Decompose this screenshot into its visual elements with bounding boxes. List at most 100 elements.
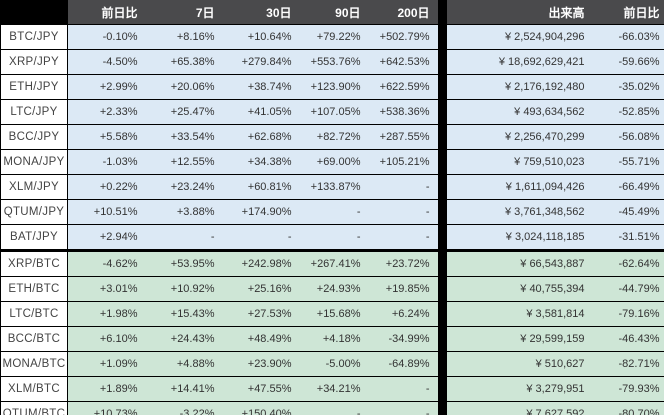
cell-volume-change: -59.66% bbox=[590, 49, 664, 75]
corner-cell bbox=[0, 0, 68, 25]
cell-volume-change: -66.49% bbox=[590, 174, 664, 200]
separator-bar bbox=[437, 401, 447, 415]
cell-change-7d: +14.41% bbox=[145, 376, 223, 402]
cell-change-7d: - bbox=[145, 224, 223, 251]
cell-change-90d: +69.00% bbox=[299, 149, 369, 175]
cell-change-30d: +174.90% bbox=[222, 199, 300, 225]
cell-volume: ¥ 40,755,394 bbox=[446, 276, 591, 302]
table-row: ETH/JPY +2.99% +20.06% +38.74% +123.90% … bbox=[0, 74, 664, 100]
separator-bar bbox=[437, 99, 447, 125]
cell-change-7d: +3.88% bbox=[145, 199, 223, 225]
cell-volume: ¥ 759,510,023 bbox=[446, 149, 591, 175]
cell-change-90d: +82.72% bbox=[299, 124, 369, 150]
cell-change-200d: - bbox=[368, 174, 438, 200]
separator-bar bbox=[437, 149, 447, 175]
cell-volume: ¥ 493,634,562 bbox=[446, 99, 591, 125]
cell-change-200d: +105.21% bbox=[368, 149, 438, 175]
cell-change-1d: -4.62% bbox=[67, 249, 146, 277]
cell-change-30d: +47.55% bbox=[222, 376, 300, 402]
cell-change-90d: +24.93% bbox=[299, 276, 369, 302]
table-row: BAT/JPY +2.94% - - - - ¥ 3,024,118,185 -… bbox=[0, 224, 664, 251]
cell-volume-change: -79.93% bbox=[590, 376, 664, 402]
separator-bar bbox=[437, 351, 447, 377]
cell-change-1d: -4.50% bbox=[67, 49, 146, 75]
cell-volume: ¥ 7,627,592 bbox=[446, 401, 591, 415]
cell-change-1d: +5.58% bbox=[67, 124, 146, 150]
cell-change-7d: +23.24% bbox=[145, 174, 223, 200]
pair-label: QTUM/JPY bbox=[0, 199, 68, 225]
cell-change-30d: +25.16% bbox=[222, 276, 300, 302]
cell-change-30d: +10.64% bbox=[222, 24, 300, 50]
table-row: LTC/JPY +2.33% +25.47% +41.05% +107.05% … bbox=[0, 99, 664, 125]
cell-change-90d: +553.76% bbox=[299, 49, 369, 75]
cell-change-30d: +34.38% bbox=[222, 149, 300, 175]
table-row: QTUM/BTC +10.73% -3.22% +150.40% - - ¥ 7… bbox=[0, 401, 664, 415]
cell-change-1d: +2.99% bbox=[67, 74, 146, 100]
cell-volume: ¥ 3,279,951 bbox=[446, 376, 591, 402]
table-row: MONA/JPY -1.03% +12.55% +34.38% +69.00% … bbox=[0, 149, 664, 175]
cell-change-90d: +133.87% bbox=[299, 174, 369, 200]
cell-change-200d: +538.36% bbox=[368, 99, 438, 125]
cell-change-1d: +0.22% bbox=[67, 174, 146, 200]
cell-change-7d: +24.43% bbox=[145, 326, 223, 352]
cell-change-200d: +622.59% bbox=[368, 74, 438, 100]
pair-label: LTC/JPY bbox=[0, 99, 68, 125]
cell-change-200d: -34.99% bbox=[368, 326, 438, 352]
cell-change-200d: +6.24% bbox=[368, 301, 438, 327]
cell-change-30d: +242.98% bbox=[222, 249, 300, 277]
pair-label: QTUM/BTC bbox=[0, 401, 68, 415]
cell-change-90d: +123.90% bbox=[299, 74, 369, 100]
cell-volume-change: -52.85% bbox=[590, 99, 664, 125]
cell-volume: ¥ 3,761,348,562 bbox=[446, 199, 591, 225]
cell-change-90d: +34.21% bbox=[299, 376, 369, 402]
table-row: BTC/JPY -0.10% +8.16% +10.64% +79.22% +5… bbox=[0, 24, 664, 50]
cell-change-30d: +48.49% bbox=[222, 326, 300, 352]
pair-label: BCC/JPY bbox=[0, 124, 68, 150]
cell-volume-change: -62.64% bbox=[590, 249, 664, 277]
table-row: ETH/BTC +3.01% +10.92% +25.16% +24.93% +… bbox=[0, 276, 664, 302]
cell-change-200d: - bbox=[368, 401, 438, 415]
cell-volume: ¥ 3,024,118,185 bbox=[446, 224, 591, 251]
separator-bar bbox=[437, 74, 447, 100]
cell-change-30d: +23.90% bbox=[222, 351, 300, 377]
separator-bar bbox=[437, 249, 447, 277]
cell-change-90d: +15.68% bbox=[299, 301, 369, 327]
cell-change-7d: +20.06% bbox=[145, 74, 223, 100]
cell-change-7d: +25.47% bbox=[145, 99, 223, 125]
table-row: XLM/JPY +0.22% +23.24% +60.81% +133.87% … bbox=[0, 174, 664, 200]
column-header-change-1d: 前日比 bbox=[67, 0, 146, 25]
cell-change-7d: +10.92% bbox=[145, 276, 223, 302]
cell-change-30d: - bbox=[222, 224, 300, 251]
cell-change-7d: +12.55% bbox=[145, 149, 223, 175]
column-header-30d: 30日 bbox=[222, 0, 300, 25]
table-body: BTC/JPY -0.10% +8.16% +10.64% +79.22% +5… bbox=[0, 24, 664, 415]
table-row: XRP/JPY -4.50% +65.38% +279.84% +553.76%… bbox=[0, 49, 664, 75]
table-row: BCC/JPY +5.58% +33.54% +62.68% +82.72% +… bbox=[0, 124, 664, 150]
cell-change-90d: -5.00% bbox=[299, 351, 369, 377]
cell-change-7d: +33.54% bbox=[145, 124, 223, 150]
pair-label: XRP/BTC bbox=[0, 249, 68, 277]
cell-change-1d: +6.10% bbox=[67, 326, 146, 352]
separator-bar bbox=[437, 49, 447, 75]
cell-change-30d: +62.68% bbox=[222, 124, 300, 150]
separator-bar bbox=[437, 224, 447, 251]
cell-change-1d: +2.33% bbox=[67, 99, 146, 125]
table-row: MONA/BTC +1.09% +4.88% +23.90% -5.00% -6… bbox=[0, 351, 664, 377]
pair-label: LTC/BTC bbox=[0, 301, 68, 327]
header-row: 前日比 7日 30日 90日 200日 出来高 前日比 bbox=[0, 0, 664, 25]
pair-label: MONA/BTC bbox=[0, 351, 68, 377]
cell-volume: ¥ 2,176,192,480 bbox=[446, 74, 591, 100]
cell-volume-change: -35.02% bbox=[590, 74, 664, 100]
cell-change-1d: +2.94% bbox=[67, 224, 146, 251]
pair-label: BCC/BTC bbox=[0, 326, 68, 352]
separator-bar bbox=[437, 199, 447, 225]
cell-change-30d: +150.40% bbox=[222, 401, 300, 415]
cell-volume: ¥ 2,256,470,299 bbox=[446, 124, 591, 150]
cell-volume: ¥ 66,543,887 bbox=[446, 249, 591, 277]
cell-volume: ¥ 29,599,159 bbox=[446, 326, 591, 352]
pair-label: XLM/BTC bbox=[0, 376, 68, 402]
cell-change-90d: - bbox=[299, 199, 369, 225]
column-header-90d: 90日 bbox=[299, 0, 369, 25]
